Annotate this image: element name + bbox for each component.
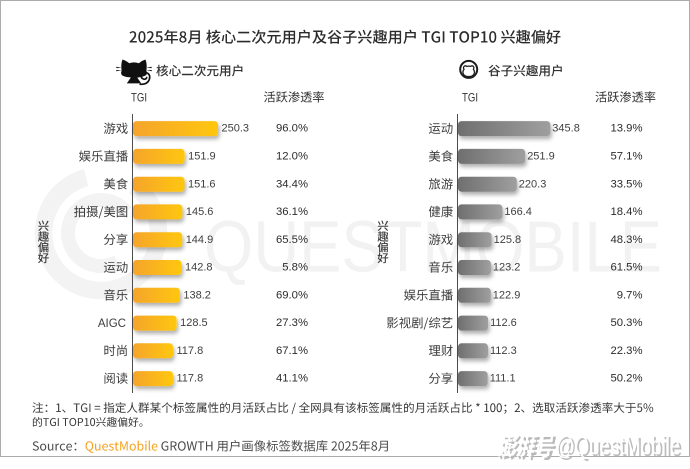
- svg-text:125.8: 125.8: [494, 234, 522, 246]
- svg-text:250.3: 250.3: [222, 123, 250, 135]
- svg-text:TGI: TGI: [462, 91, 478, 105]
- svg-text:TGI: TGI: [131, 91, 147, 105]
- svg-text:122.9: 122.9: [493, 289, 521, 301]
- svg-text:41.1%: 41.1%: [276, 373, 308, 385]
- svg-text:12.0%: 12.0%: [276, 151, 308, 163]
- svg-text:151.6: 151.6: [188, 178, 216, 190]
- svg-text:65.5%: 65.5%: [276, 234, 308, 246]
- svg-text:111.1: 111.1: [490, 373, 516, 385]
- svg-text:220.3: 220.3: [519, 178, 547, 190]
- svg-text:48.3%: 48.3%: [610, 234, 642, 246]
- svg-text:34.4%: 34.4%: [276, 178, 308, 190]
- svg-text:36.1%: 36.1%: [276, 206, 308, 218]
- svg-text:57.1%: 57.1%: [610, 151, 642, 163]
- svg-text:18.4%: 18.4%: [610, 206, 642, 218]
- svg-text:123.2: 123.2: [493, 262, 521, 274]
- svg-text:112.3: 112.3: [490, 345, 517, 357]
- svg-text:AIGC: AIGC: [98, 318, 126, 330]
- svg-text:96.0%: 96.0%: [276, 123, 308, 135]
- svg-text:128.5: 128.5: [180, 317, 208, 329]
- svg-text:345.8: 345.8: [552, 123, 580, 135]
- svg-text:145.6: 145.6: [186, 206, 214, 218]
- svg-text:151.9: 151.9: [188, 151, 216, 163]
- svg-text:5.8%: 5.8%: [282, 262, 308, 274]
- svg-text:69.0%: 69.0%: [276, 289, 308, 301]
- svg-text:33.5%: 33.5%: [610, 178, 642, 190]
- svg-text:QUESTMOBILE: QUESTMOBILE: [204, 208, 662, 288]
- svg-text:61.5%: 61.5%: [610, 262, 642, 274]
- svg-text:251.9: 251.9: [527, 151, 555, 163]
- svg-text:@QuestMobile: @QuestMobile: [555, 430, 680, 460]
- svg-text:138.2: 138.2: [183, 289, 211, 301]
- svg-text:27.3%: 27.3%: [276, 317, 308, 329]
- svg-text:117.8: 117.8: [177, 373, 204, 385]
- svg-text:142.8: 142.8: [185, 262, 213, 274]
- svg-text:50.3%: 50.3%: [610, 317, 642, 329]
- svg-text:13.9%: 13.9%: [610, 123, 642, 135]
- svg-text:50.2%: 50.2%: [610, 373, 642, 385]
- svg-text:117.8: 117.8: [177, 345, 204, 357]
- svg-text:@QuestMobile: @QuestMobile: [557, 432, 682, 462]
- svg-text:67.1%: 67.1%: [276, 345, 308, 357]
- svg-text:166.4: 166.4: [504, 206, 532, 218]
- svg-text:22.3%: 22.3%: [610, 345, 642, 357]
- svg-text:112.6: 112.6: [490, 317, 517, 329]
- svg-text:144.9: 144.9: [186, 234, 214, 246]
- svg-text:9.7%: 9.7%: [617, 289, 643, 301]
